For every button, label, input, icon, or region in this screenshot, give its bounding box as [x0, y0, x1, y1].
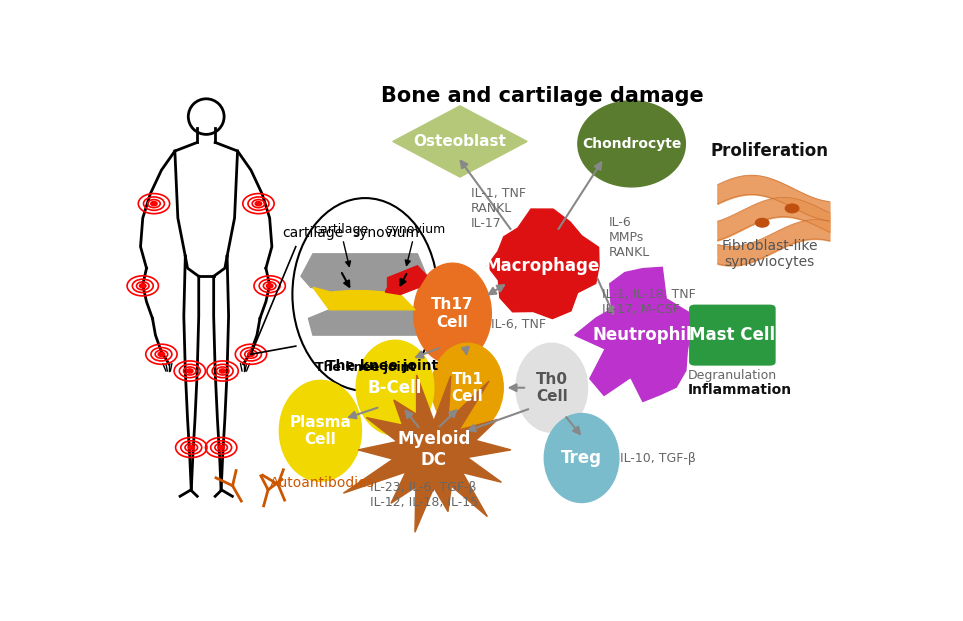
Polygon shape [393, 106, 527, 177]
Text: Autoantibodies: Autoantibodies [270, 476, 375, 491]
Text: IL-6, TNF: IL-6, TNF [490, 317, 546, 330]
Ellipse shape [431, 343, 504, 432]
Circle shape [220, 369, 225, 373]
Text: Fibroblast-like
synoviocytes: Fibroblast-like synoviocytes [721, 238, 818, 269]
Circle shape [187, 369, 193, 373]
Text: The knee joint: The knee joint [325, 359, 437, 373]
Text: synovium: synovium [385, 224, 446, 265]
Circle shape [188, 445, 195, 450]
Text: Th1
Cell: Th1 Cell [452, 371, 483, 404]
Polygon shape [385, 266, 427, 294]
Polygon shape [308, 310, 423, 335]
Text: Degranulation: Degranulation [688, 369, 777, 383]
Circle shape [247, 352, 254, 356]
Text: synovium: synovium [351, 226, 419, 240]
Ellipse shape [293, 198, 438, 391]
Circle shape [140, 284, 146, 288]
Circle shape [255, 202, 262, 206]
Text: Mast Cell: Mast Cell [690, 326, 775, 344]
Text: cartilage: cartilage [313, 224, 368, 266]
Text: Bone and cartilage damage: Bone and cartilage damage [380, 86, 703, 106]
Circle shape [218, 445, 224, 450]
Text: Neutrophil: Neutrophil [593, 326, 692, 344]
Text: Th17
Cell: Th17 Cell [431, 297, 474, 330]
Text: B-Cell: B-Cell [368, 379, 422, 397]
Text: IL-23, IL-6, TGF-β
IL-12, IL-18, IL-15: IL-23, IL-6, TGF-β IL-12, IL-18, IL-15 [371, 481, 479, 509]
Ellipse shape [516, 343, 587, 432]
Text: Osteoblast: Osteoblast [413, 134, 507, 149]
Text: The knee joint: The knee joint [315, 361, 415, 374]
Text: Chondrocyte: Chondrocyte [582, 137, 681, 151]
Ellipse shape [578, 101, 686, 187]
Ellipse shape [279, 380, 361, 481]
Text: Treg: Treg [561, 449, 602, 467]
Text: IL-10, TGF-β: IL-10, TGF-β [620, 451, 696, 465]
Text: cartilage: cartilage [282, 226, 344, 240]
Ellipse shape [356, 340, 434, 435]
Text: Proliferation: Proliferation [711, 142, 829, 160]
Text: Plasma
Cell: Plasma Cell [290, 415, 351, 447]
Text: IL-1, TNF
RANKL
IL-17: IL-1, TNF RANKL IL-17 [471, 187, 526, 230]
Circle shape [786, 204, 798, 213]
Polygon shape [301, 254, 427, 294]
Text: IL-6
MMPs
RANKL: IL-6 MMPs RANKL [610, 215, 650, 258]
Text: Myeloid
DC: Myeloid DC [397, 430, 471, 469]
Text: Th0
Cell: Th0 Cell [535, 371, 568, 404]
Circle shape [158, 352, 165, 356]
Polygon shape [487, 209, 599, 319]
Polygon shape [313, 288, 415, 310]
Text: IL-1, IL-18, TNF
IL-17, M-CSF: IL-1, IL-18, TNF IL-17, M-CSF [602, 288, 695, 315]
Text: Inflammation: Inflammation [688, 383, 792, 397]
Circle shape [267, 284, 273, 288]
Ellipse shape [544, 414, 619, 502]
Circle shape [151, 202, 157, 206]
Polygon shape [344, 375, 511, 532]
Text: Macrophage: Macrophage [484, 257, 600, 274]
Circle shape [756, 219, 768, 227]
FancyBboxPatch shape [690, 305, 775, 366]
Polygon shape [575, 267, 695, 402]
Ellipse shape [414, 263, 491, 364]
